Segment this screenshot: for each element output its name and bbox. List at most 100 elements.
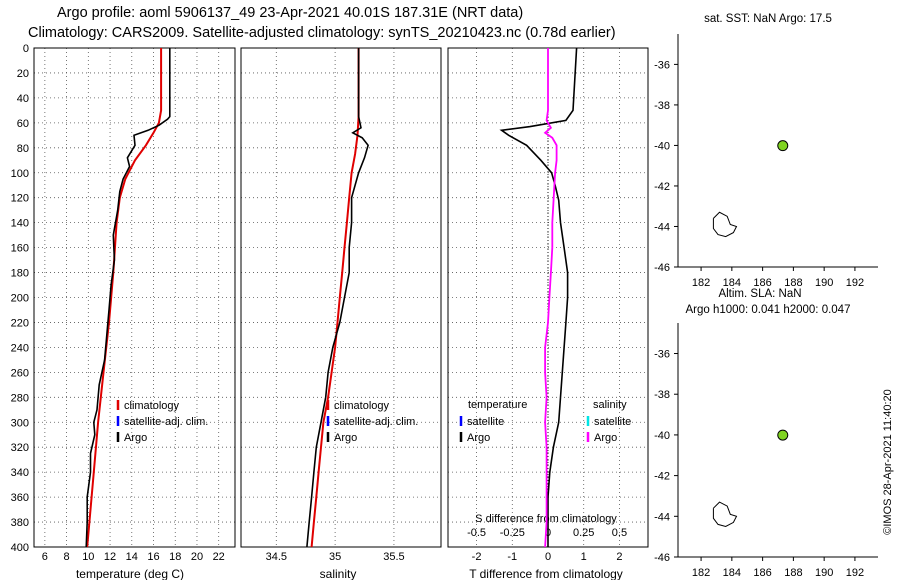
y-tick-label: 100 (11, 168, 29, 180)
x-tick-label: 188 (784, 567, 802, 579)
y-tick-label: 80 (17, 143, 29, 155)
sla-map (674, 323, 878, 561)
x-tick-label: 8 (64, 551, 70, 563)
legend-label: satellite-adj. clim. (334, 416, 418, 428)
legend-label: satellite (467, 416, 504, 428)
y-tick-label: 300 (11, 417, 29, 429)
climatology-line (310, 48, 360, 548)
y-tick-label: -44 (654, 221, 670, 233)
x-tick-label: 12 (104, 551, 116, 563)
y-tick-label: 360 (11, 492, 29, 504)
island-outline-icon (712, 501, 738, 528)
y-tick-label: 200 (11, 293, 29, 305)
y-tick-label: 220 (11, 317, 29, 329)
x-tick-label: 182 (692, 567, 710, 579)
x2-tick-label: -0.5 (467, 527, 486, 539)
legend-title: temperature (468, 399, 527, 411)
y-tick-label: -42 (654, 471, 670, 483)
y-tick-label: -38 (654, 389, 670, 401)
x-tick-label: 20 (191, 551, 203, 563)
x-tick-label: 2 (616, 551, 622, 563)
legend-title: salinity (593, 399, 627, 411)
sst-map (674, 34, 878, 271)
x-tick-label: 182 (692, 277, 710, 289)
y-tick-label: 160 (11, 243, 29, 255)
y-tick-label: -46 (654, 552, 670, 564)
x-tick-label: 192 (846, 277, 864, 289)
x-tick-label: 35 (329, 551, 341, 563)
x-tick-label: -2 (472, 551, 482, 563)
legend-label: climatology (124, 400, 180, 412)
x-axis-label: temperature (deg C) (76, 567, 184, 580)
sst-map-title: sat. SST: NaN Argo: 17.5 (704, 13, 832, 25)
legend-label: Argo (594, 432, 617, 444)
x-tick-label: 10 (82, 551, 94, 563)
y-tick-label: 380 (11, 517, 29, 529)
x2-tick-label: 0.5 (612, 527, 627, 539)
legend-label: Argo (334, 432, 357, 444)
x-tick-label: 190 (815, 277, 833, 289)
argo-temperature-diff-line (499, 47, 578, 547)
island-outline-icon (712, 211, 738, 238)
x2-tick-label: 0.25 (573, 527, 594, 539)
legend-label: satellite (594, 416, 631, 428)
x-tick-label: 0 (545, 551, 551, 563)
x-tick-label: 18 (169, 551, 181, 563)
y-tick-label: -44 (654, 511, 670, 523)
sla-map-subtitle: Argo h1000: 0.041 h2000: 0.047 (686, 304, 851, 316)
argo-line (306, 48, 369, 548)
legend-label: satellite-adj. clim. (124, 416, 208, 428)
y-tick-label: 260 (11, 367, 29, 379)
x-tick-label: -1 (507, 551, 517, 563)
y-tick-label: -46 (654, 262, 670, 274)
y-tick-label: 60 (17, 118, 29, 130)
x-tick-label: 192 (846, 567, 864, 579)
x-tick-label: 190 (815, 567, 833, 579)
y-tick-label: 400 (11, 542, 29, 554)
y-tick-label: 40 (17, 93, 29, 105)
y-tick-label: 280 (11, 392, 29, 404)
x-axis-label: T difference from climatology (469, 567, 623, 580)
x-tick-label: 35.5 (383, 551, 404, 563)
y-tick-label: 0 (23, 43, 29, 55)
y-tick-label: -36 (654, 59, 670, 71)
y-tick-label: 180 (11, 268, 29, 280)
y-tick-label: 20 (17, 68, 29, 80)
y-tick-label: 120 (11, 193, 29, 205)
argo-salinity-diff-line (543, 48, 558, 548)
x-tick-label: 1 (581, 551, 587, 563)
x-tick-label: 6 (42, 551, 48, 563)
x2-tick-label: -0.25 (500, 527, 525, 539)
sla-map-title: Altim. SLA: NaN (718, 288, 801, 300)
y-tick-label: -40 (654, 140, 670, 152)
argo-line (85, 48, 171, 548)
figure-title-line-2: Climatology: CARS2009. Satellite-adjuste… (28, 25, 616, 41)
legend-label: Argo (467, 432, 490, 444)
y-tick-label: 320 (11, 442, 29, 454)
x-tick-label: 188 (784, 277, 802, 289)
x-tick-label: 16 (147, 551, 159, 563)
y-tick-label: 340 (11, 467, 29, 479)
temperature-panel (33, 47, 236, 548)
legend-label: Argo (124, 432, 147, 444)
panel-frame (33, 47, 236, 548)
y-tick-label: 140 (11, 218, 29, 230)
panel-frame (240, 47, 442, 548)
x-tick-label: 184 (723, 567, 741, 579)
imos-watermark: ©IMOS 28-Apr-2021 11:40:20 (882, 389, 894, 534)
y-tick-label: -36 (654, 349, 670, 361)
x-tick-label: 34.5 (266, 551, 287, 563)
x-tick-label: 14 (126, 551, 138, 563)
x-tick-label: 22 (213, 551, 225, 563)
x-tick-label: 184 (723, 277, 741, 289)
y-tick-label: -38 (654, 100, 670, 112)
y-tick-label: 240 (11, 342, 29, 354)
y-tick-label: -42 (654, 181, 670, 193)
y-tick-label: -40 (654, 430, 670, 442)
salinity-panel (240, 47, 442, 548)
x-tick-label: 186 (753, 567, 771, 579)
figure-title-line-1: Argo profile: aoml 5906137_49 23-Apr-202… (57, 5, 524, 21)
profile-location-marker (777, 140, 789, 152)
x-axis-label: salinity (320, 567, 357, 580)
